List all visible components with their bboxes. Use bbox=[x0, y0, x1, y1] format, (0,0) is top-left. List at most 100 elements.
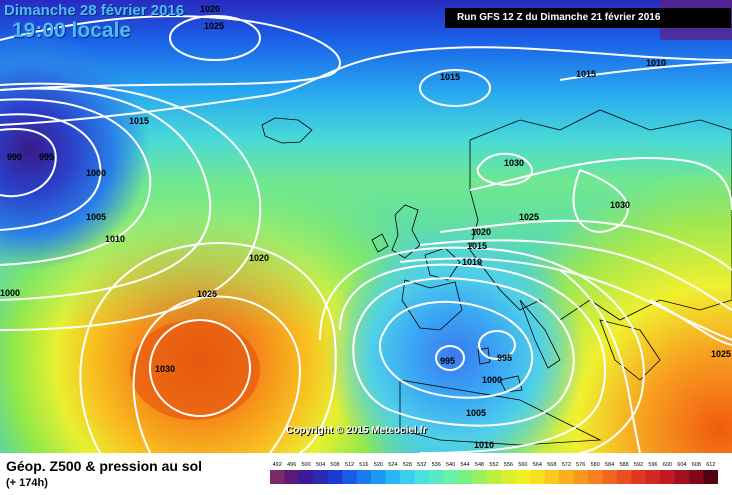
coastlines bbox=[261, 109, 732, 446]
scale-swatch bbox=[689, 470, 704, 484]
scale-tick-label: 508 bbox=[330, 462, 339, 468]
isobar-label: 1025 bbox=[204, 21, 224, 31]
isobar-label: 1030 bbox=[155, 364, 175, 374]
isobar-label: 1020 bbox=[249, 253, 269, 263]
scale-tick-label: 560 bbox=[518, 462, 527, 468]
scale-swatch bbox=[356, 470, 372, 484]
isobar-label: 1010 bbox=[462, 257, 482, 267]
scale-tick-label: 532 bbox=[417, 462, 426, 468]
scale-tick-label: 572 bbox=[562, 462, 571, 468]
scale-tick-label: 580 bbox=[591, 462, 600, 468]
forecast-time: 19:00 locale bbox=[12, 19, 132, 42]
isobar-label: 1015 bbox=[129, 116, 149, 126]
isobar-label: 1025 bbox=[197, 289, 217, 299]
isobars bbox=[0, 15, 732, 453]
scale-swatch bbox=[414, 470, 430, 484]
isobar-label: 995 bbox=[39, 152, 54, 162]
isobar-label: 990 bbox=[7, 152, 22, 162]
scale-tick-label: 504 bbox=[316, 462, 325, 468]
isobar-label: 1015 bbox=[440, 72, 460, 82]
scale-tick-label: 600 bbox=[663, 462, 672, 468]
scale-swatch bbox=[573, 470, 589, 484]
scale-tick-label: 492 bbox=[273, 462, 282, 468]
scale-tick-label: 528 bbox=[403, 462, 412, 468]
scale-swatch bbox=[587, 470, 603, 484]
scale-swatch bbox=[298, 470, 314, 484]
scale-tick-label: 584 bbox=[605, 462, 614, 468]
isobar-label: 1000 bbox=[86, 168, 106, 178]
scale-swatch bbox=[645, 470, 661, 484]
scale-tick-label: 496 bbox=[287, 462, 296, 468]
scale-swatch bbox=[327, 470, 343, 484]
scale-swatch bbox=[530, 470, 545, 484]
legend-title: Géop. Z500 & pression au sol bbox=[6, 458, 203, 474]
isobar-label: 1005 bbox=[86, 212, 106, 222]
northwest-low-field bbox=[0, 0, 250, 300]
isobar-label: 1015 bbox=[576, 69, 596, 79]
isobar-label: 1020 bbox=[471, 227, 491, 237]
isobar-label: 1030 bbox=[504, 158, 524, 168]
scale-swatch bbox=[342, 470, 358, 484]
scale-tick-label: 512 bbox=[345, 462, 354, 468]
isobar-label: 1010 bbox=[474, 440, 494, 450]
isobar-label: 1025 bbox=[711, 349, 731, 359]
scale-swatch bbox=[544, 470, 560, 484]
scale-swatch bbox=[385, 470, 401, 484]
scale-swatch bbox=[559, 470, 574, 484]
geopotential-color-scale: 492 496 500 504 508 512 516 520 524 528 532 536 540 5… bbox=[270, 462, 718, 484]
scale-tick-label: 536 bbox=[432, 462, 441, 468]
isobar-label: 1000 bbox=[0, 288, 20, 298]
scale-swatch bbox=[486, 470, 502, 484]
scale-tick-label: 552 bbox=[489, 462, 498, 468]
scale-tick-label: 596 bbox=[648, 462, 657, 468]
isobar-label: 1010 bbox=[646, 58, 666, 68]
scale-tick-label: 556 bbox=[504, 462, 513, 468]
scale-tick-label: 604 bbox=[677, 462, 686, 468]
scale-swatch bbox=[472, 470, 488, 484]
copyright-notice: Copyright © 2015 Meteociel.fr bbox=[286, 425, 427, 436]
scale-tick-label: 516 bbox=[359, 462, 368, 468]
isobar-label: 995 bbox=[440, 356, 455, 366]
scale-swatch bbox=[400, 470, 415, 484]
scale-swatch bbox=[674, 470, 690, 484]
scale-tick-label: 540 bbox=[446, 462, 455, 468]
weather-map: 1020 1025 1015 990 995 1000 1005 1010 10… bbox=[0, 0, 732, 453]
scale-tick-label: 564 bbox=[533, 462, 542, 468]
forecast-range: (+ 174h) bbox=[6, 477, 48, 489]
isobar-label: 995 bbox=[497, 353, 512, 363]
isobar-labels: 1020 1025 1015 990 995 1000 1005 1010 10… bbox=[0, 4, 731, 450]
scale-tick-label: 588 bbox=[620, 462, 629, 468]
scale-swatch bbox=[443, 470, 459, 484]
scale-swatch bbox=[371, 470, 386, 484]
scale-swatch bbox=[616, 470, 632, 484]
isobar-label: 1000 bbox=[482, 375, 502, 385]
scale-tick-label: 500 bbox=[302, 462, 311, 468]
scale-tick-label: 520 bbox=[374, 462, 383, 468]
scale-swatch bbox=[602, 470, 618, 484]
scale-tick-label: 548 bbox=[475, 462, 484, 468]
mediterranean-low-field bbox=[320, 230, 600, 453]
scale-tick-label: 612 bbox=[706, 462, 715, 468]
scale-tick-label: 608 bbox=[692, 462, 701, 468]
isobar-label: 1005 bbox=[466, 408, 486, 418]
scale-swatch bbox=[457, 470, 473, 484]
scale-swatch bbox=[313, 470, 329, 484]
isobar-label: 1020 bbox=[200, 4, 220, 14]
scale-swatch bbox=[515, 470, 531, 484]
scale-tick-label: 592 bbox=[634, 462, 643, 468]
scale-tick-label: 544 bbox=[461, 462, 470, 468]
model-run-banner: Run GFS 12 Z du Dimanche 21 février 2016 bbox=[445, 8, 731, 28]
isobar-label: 1010 bbox=[105, 234, 125, 244]
scale-tick-label: 568 bbox=[547, 462, 556, 468]
high-core bbox=[130, 320, 260, 420]
forecast-date: Dimanche 28 février 2016 bbox=[4, 2, 185, 19]
scale-tick-label: 524 bbox=[388, 462, 397, 468]
scale-swatch bbox=[660, 470, 675, 484]
isobar-label: 1030 bbox=[610, 200, 630, 210]
scale-swatch bbox=[270, 470, 285, 484]
scale-swatch bbox=[631, 470, 647, 484]
scale-tick-label: 576 bbox=[576, 462, 585, 468]
scale-swatch bbox=[703, 470, 718, 484]
scale-swatch bbox=[501, 470, 516, 484]
scale-swatch bbox=[284, 470, 300, 484]
